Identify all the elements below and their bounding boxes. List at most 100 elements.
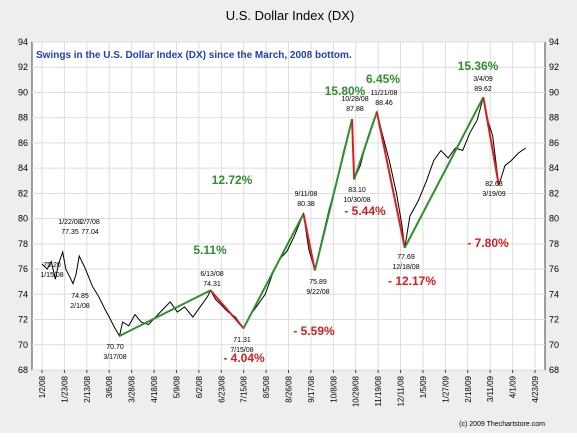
point-value-label: 77.04 bbox=[81, 229, 99, 236]
swing-lines bbox=[119, 96, 500, 337]
x-tick-label: 8/26/08 bbox=[285, 375, 294, 402]
point-date-label: 3/19/09 bbox=[482, 191, 505, 198]
point-value-label: 75.89 bbox=[309, 279, 327, 286]
point-value-label: 74.85 bbox=[71, 293, 89, 300]
x-tick-label: 4/1/09 bbox=[509, 375, 518, 398]
point-date-label: 6/13/08 bbox=[200, 271, 223, 278]
y-axis-right: 68 70 72 74 76 78 80 82 84 86 88 90 92 94 bbox=[549, 37, 559, 375]
point-date-label: 9/11/08 bbox=[295, 191, 318, 198]
x-tick-label: 10/29/08 bbox=[352, 375, 361, 407]
chart-title: U.S. Dollar Index (DX) bbox=[226, 8, 355, 23]
x-tick-label: 1/5/09 bbox=[419, 375, 428, 398]
swing-line-down bbox=[209, 289, 245, 329]
point-date-label: 9/22/08 bbox=[306, 289, 329, 296]
swing-percent-label: - 12.17% bbox=[388, 274, 436, 288]
x-tick-label: 2/18/09 bbox=[464, 375, 473, 402]
y-tick-label-left: 94 bbox=[18, 37, 28, 47]
x-tick-label: 5/9/08 bbox=[172, 375, 181, 398]
y-tick-label-right: 80 bbox=[549, 214, 559, 224]
y-tick-label-right: 86 bbox=[549, 138, 559, 148]
y-tick-label-left: 78 bbox=[18, 239, 28, 249]
swing-percent-label: - 5.44% bbox=[344, 204, 386, 218]
y-tick-label-left: 70 bbox=[18, 340, 28, 350]
y-tick-label-left: 84 bbox=[18, 163, 28, 173]
point-value-label: 74.31 bbox=[203, 281, 221, 288]
point-date-label: 12/18/08 bbox=[392, 264, 419, 271]
grid-lines bbox=[32, 41, 545, 371]
point-date-label: 7/15/08 bbox=[230, 347, 253, 354]
x-tick-label: 6/23/08 bbox=[217, 375, 226, 402]
y-tick-label-left: 82 bbox=[18, 188, 28, 198]
x-tick-label: 3/28/08 bbox=[128, 375, 137, 402]
point-value-label: 77.69 bbox=[397, 254, 415, 261]
x-tick-label: 4/18/08 bbox=[150, 375, 159, 402]
swing-line-down bbox=[302, 213, 316, 271]
y-tick-label-right: 68 bbox=[549, 365, 559, 375]
swing-line-up bbox=[403, 96, 485, 249]
point-value-label: 80.38 bbox=[297, 201, 315, 208]
point-value-label: 83.10 bbox=[348, 187, 366, 194]
swing-line-down bbox=[351, 119, 356, 180]
swing-percent-label: 15.80% bbox=[325, 84, 366, 98]
swing-percent-label: 5.11% bbox=[193, 243, 227, 257]
x-tick-label: 10/8/08 bbox=[329, 375, 338, 402]
annotations: 5.11% - 4.04% 12.72% - 5.59% 15.80% - 5.44% 6.… bbox=[40, 59, 509, 365]
x-tick-label: 7/15/08 bbox=[240, 375, 249, 402]
y-tick-label-left: 92 bbox=[18, 62, 28, 72]
x-tick-label: 12/11/08 bbox=[397, 375, 406, 406]
swing-line-down bbox=[482, 97, 500, 186]
swing-line-up bbox=[119, 289, 211, 337]
y-tick-label-right: 84 bbox=[549, 163, 559, 173]
y-tick-label-left: 86 bbox=[18, 138, 28, 148]
point-value-label: 88.46 bbox=[375, 100, 393, 107]
x-tick-label: 6/2/08 bbox=[195, 375, 204, 398]
point-date-label: 1/15/08 bbox=[40, 272, 63, 279]
y-tick-label-left: 76 bbox=[18, 264, 28, 274]
point-date-label: 11/21/08 bbox=[371, 90, 398, 97]
price-series bbox=[41, 97, 526, 338]
y-tick-label-right: 72 bbox=[549, 315, 559, 325]
point-date-label: 2/7/08 bbox=[80, 219, 100, 226]
point-value-label: 87.88 bbox=[346, 106, 364, 113]
point-date-label: 10/28/08 bbox=[341, 96, 368, 103]
swing-percent-label: 6.45% bbox=[366, 72, 400, 86]
point-date-label: 3/17/08 bbox=[103, 354, 126, 361]
swing-line-down bbox=[375, 111, 406, 248]
y-axis-left: 68 70 72 74 76 78 80 82 84 86 88 90 92 94 bbox=[18, 37, 28, 375]
swing-percent-label: - 4.04% bbox=[223, 351, 265, 365]
x-tick-label: 1/27/09 bbox=[441, 375, 450, 402]
point-value-label: 82.63 bbox=[485, 181, 503, 188]
y-tick-label-left: 74 bbox=[18, 289, 28, 299]
point-value-label: 75.20 bbox=[43, 262, 61, 269]
y-tick-label-right: 82 bbox=[549, 188, 559, 198]
y-tick-label-left: 72 bbox=[18, 315, 28, 325]
x-tick-label: 1/2/08 bbox=[38, 375, 47, 398]
x-tick-label: 3/11/09 bbox=[486, 375, 495, 402]
x-tick-label: 8/5/08 bbox=[262, 375, 271, 398]
point-date-label: 2/1/08 bbox=[70, 303, 90, 310]
x-tick-label: 11/19/08 bbox=[374, 375, 383, 406]
copyright-note: (c) 2009 Thechartstore.com bbox=[459, 421, 545, 428]
swing-line-up bbox=[242, 213, 305, 329]
y-tick-label-right: 88 bbox=[549, 113, 559, 123]
swing-line-up bbox=[353, 111, 378, 180]
point-date-label: 3/4/09 bbox=[473, 76, 493, 83]
point-date-label: 1/22/08 bbox=[58, 219, 81, 226]
x-tick-label: 1/23/08 bbox=[60, 375, 69, 402]
x-tick-label: 3/6/08 bbox=[105, 375, 114, 398]
y-tick-label-right: 76 bbox=[549, 264, 559, 274]
point-date-label: 10/30/08 bbox=[343, 197, 370, 204]
x-tick-label: 4/23/09 bbox=[531, 375, 540, 402]
y-tick-label-right: 78 bbox=[549, 239, 559, 249]
y-tick-label-left: 68 bbox=[18, 365, 28, 375]
point-value-label: 77.35 bbox=[61, 229, 79, 236]
x-tick-label: 2/13/08 bbox=[83, 375, 92, 402]
y-tick-label-right: 74 bbox=[549, 289, 559, 299]
swing-percent-label: - 5.59% bbox=[293, 324, 335, 338]
y-tick-label-right: 90 bbox=[549, 87, 559, 97]
point-value-label: 71.31 bbox=[233, 337, 251, 344]
swing-percent-label: - 7.80% bbox=[467, 236, 509, 250]
point-value-label: 70.70 bbox=[106, 344, 124, 351]
